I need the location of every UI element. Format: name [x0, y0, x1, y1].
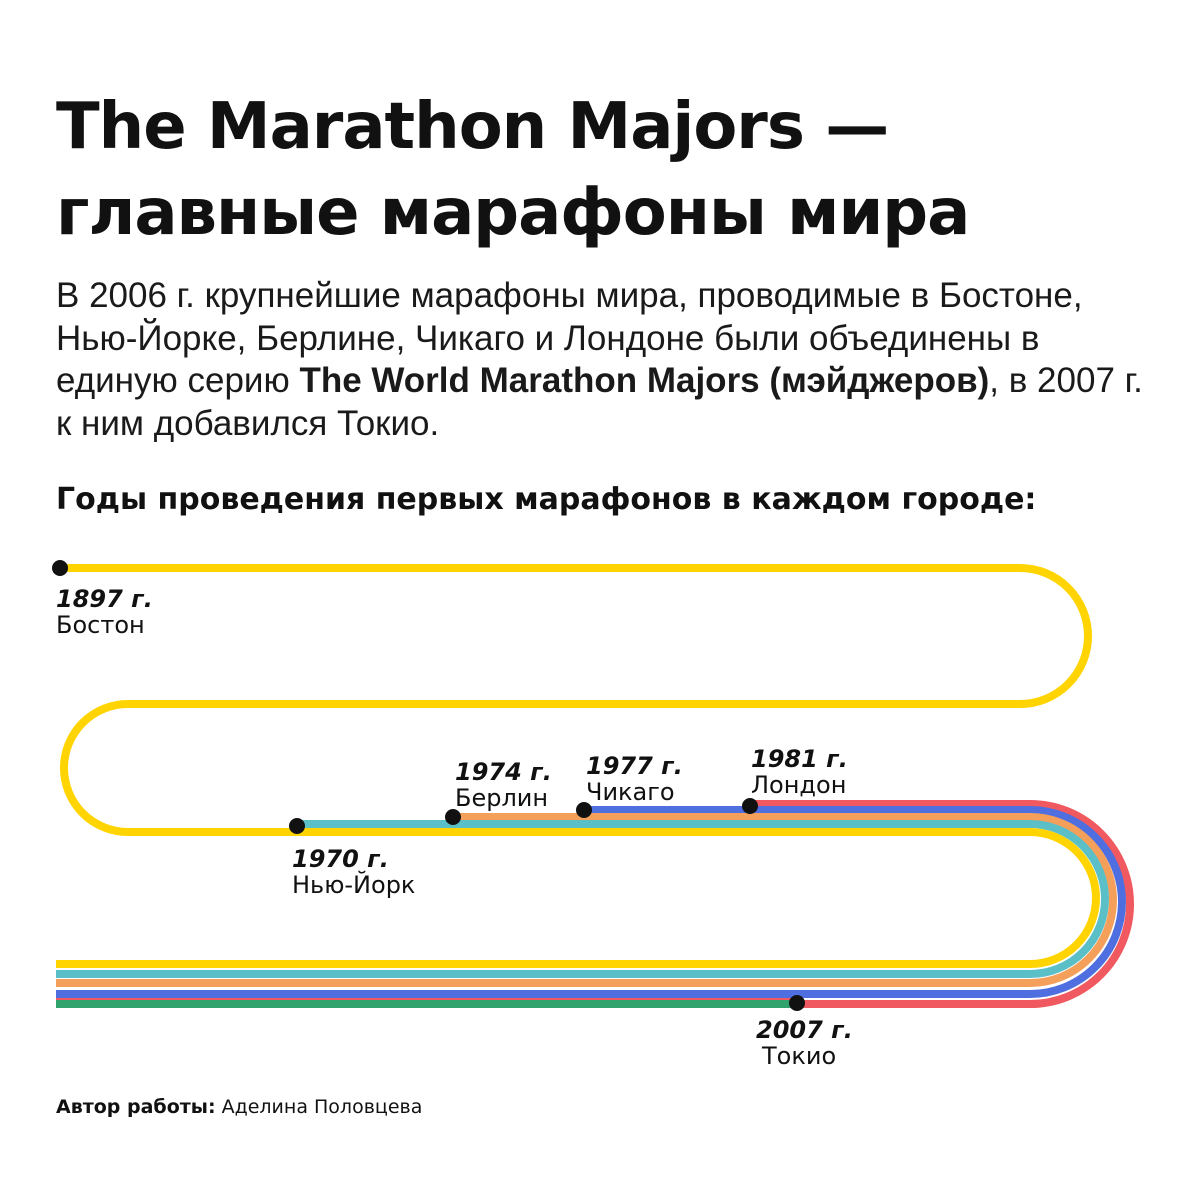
city-boston: Бостон	[56, 611, 145, 639]
intro-paragraph: В 2006 г. крупнейшие марафоны мира, пров…	[56, 275, 1156, 445]
page-title: The Marathon Majors — главные марафоны м…	[56, 84, 1156, 256]
dot-london	[742, 798, 758, 814]
year-chicago: 1977 г.	[586, 752, 683, 780]
label-chicago: 1977 г. Чикаго	[586, 753, 683, 805]
year-tokyo: 2007 г.	[756, 1016, 853, 1044]
author-credit: Автор работы: Аделина Половцева	[56, 1096, 422, 1118]
dot-chicago	[576, 802, 592, 818]
label-new-york: 1970 г. Нью-Йорк	[292, 846, 415, 898]
intro-text-2: , в 2007 г. к ним добавился Токио.	[56, 361, 1143, 443]
milestone-dots	[52, 560, 805, 1011]
intro-text-1: В 2006 г. крупнейшие марафоны мира, пров…	[56, 276, 1083, 400]
track-boston	[56, 564, 1100, 968]
title-line-2: главные марафоны мира	[56, 176, 970, 250]
city-new-york: Нью-Йорк	[292, 871, 416, 899]
city-berlin: Берлин	[455, 784, 549, 812]
dot-tokyo	[789, 995, 805, 1011]
title-line-1: The Marathon Majors —	[56, 90, 889, 164]
track-berlin	[56, 813, 1117, 987]
dot-berlin	[445, 809, 461, 825]
dot-boston	[52, 560, 68, 576]
label-tokyo: 2007 г. Токио	[756, 1017, 853, 1069]
intro-text-bold: The World Marathon Majors (мэйджеров)	[299, 361, 990, 400]
year-berlin: 1974 г.	[455, 758, 552, 786]
year-boston: 1897 г.	[56, 585, 153, 613]
track-chicago	[56, 806, 1126, 998]
label-london: 1981 г. Лондон	[751, 746, 848, 798]
track-new-york	[56, 820, 1109, 978]
author-name: Аделина Половцева	[215, 1096, 423, 1118]
city-london: Лондон	[751, 771, 847, 799]
section-subtitle: Годы проведения первых марафонов в каждо…	[56, 482, 1037, 517]
year-new-york: 1970 г.	[292, 845, 389, 873]
city-chicago: Чикаго	[586, 778, 675, 806]
dot-new-york	[289, 818, 305, 834]
label-boston: 1897 г. Бостон	[56, 586, 153, 638]
city-tokyo: Токио	[762, 1042, 837, 1070]
year-london: 1981 г.	[751, 745, 848, 773]
author-label: Автор работы:	[56, 1096, 216, 1118]
label-berlin: 1974 г. Берлин	[455, 759, 552, 811]
